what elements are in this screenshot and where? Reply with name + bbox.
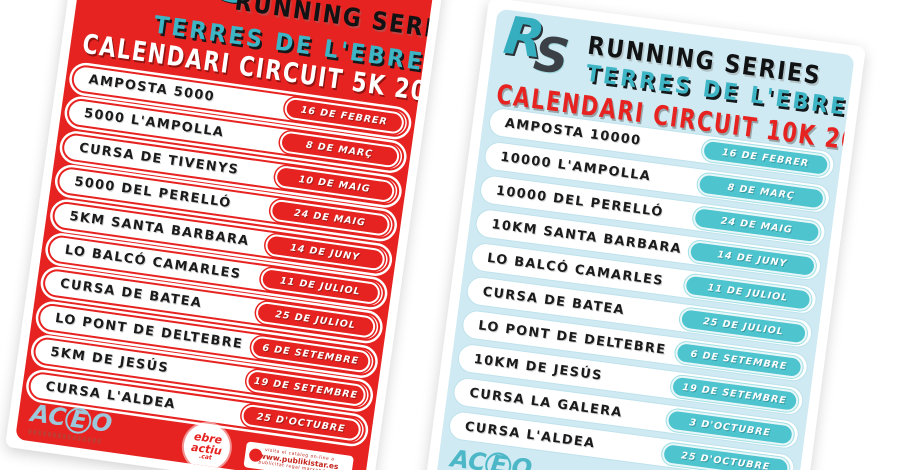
event-name: AMPOSTA 5000 xyxy=(87,72,216,105)
aceo-logo: ACEO xyxy=(27,399,114,445)
event-name: 5000 L'AMPOLLA xyxy=(82,106,226,141)
publikistar-badge: visita el catàleg on-line a www.publikis… xyxy=(243,441,354,470)
event-name: 5KM DE JESÚS xyxy=(49,344,170,377)
ebre-actiu-text: .cat xyxy=(198,452,213,462)
ebre-actiu-badge: ebre actiu .cat xyxy=(180,420,233,470)
poster-5k-background: R S RUNNING SERIES TERRES DE L'EBRE CALE… xyxy=(15,0,435,470)
event-date-pill: 24 DE MAIG xyxy=(268,198,391,238)
event-date-pill: 8 DE MARÇ xyxy=(278,130,401,169)
aceo-letter: C xyxy=(46,401,68,432)
event-date-pill: 10 DE MAIG xyxy=(273,164,396,204)
event-name: 10KM DE JESÚS xyxy=(472,351,604,384)
event-date-pill: 19 DE SETEMBRE xyxy=(245,368,367,408)
poster-5k: R S RUNNING SERIES TERRES DE L'EBRE CALE… xyxy=(4,0,446,470)
poster-10k-background: R S RUNNING SERIES TERRES DE L'EBRE CALE… xyxy=(435,8,855,470)
event-list-10k: AMPOSTA 10000 16 DE FEBRER 10000 L'AMPOL… xyxy=(447,106,837,470)
event-date-pill: 6 DE SETEMBRE xyxy=(249,334,372,374)
aceo-letter: O xyxy=(509,452,534,470)
event-list-5k: AMPOSTA 5000 16 DE FEBRER 5000 L'AMPOLLA… xyxy=(26,63,411,446)
event-name: CURSA DE BATEA xyxy=(59,276,203,312)
event-name: CURSA L'ALDEA xyxy=(464,418,597,451)
rs-logo-s-icon: S xyxy=(530,25,571,86)
poster-10k: R S RUNNING SERIES TERRES DE L'EBRE CALE… xyxy=(423,0,867,470)
event-date-pill: 25 DE JULIOL xyxy=(254,300,377,340)
event-date-pill: 14 DE JUNY xyxy=(264,232,387,272)
event-name: CURSA DE BATEA xyxy=(481,284,626,318)
aceo-letter: E xyxy=(484,450,514,470)
event-date-pill: 11 DE JULIOL xyxy=(259,266,382,306)
aceo-letter: O xyxy=(89,407,114,439)
aceo-logo: ACEO xyxy=(448,444,534,470)
